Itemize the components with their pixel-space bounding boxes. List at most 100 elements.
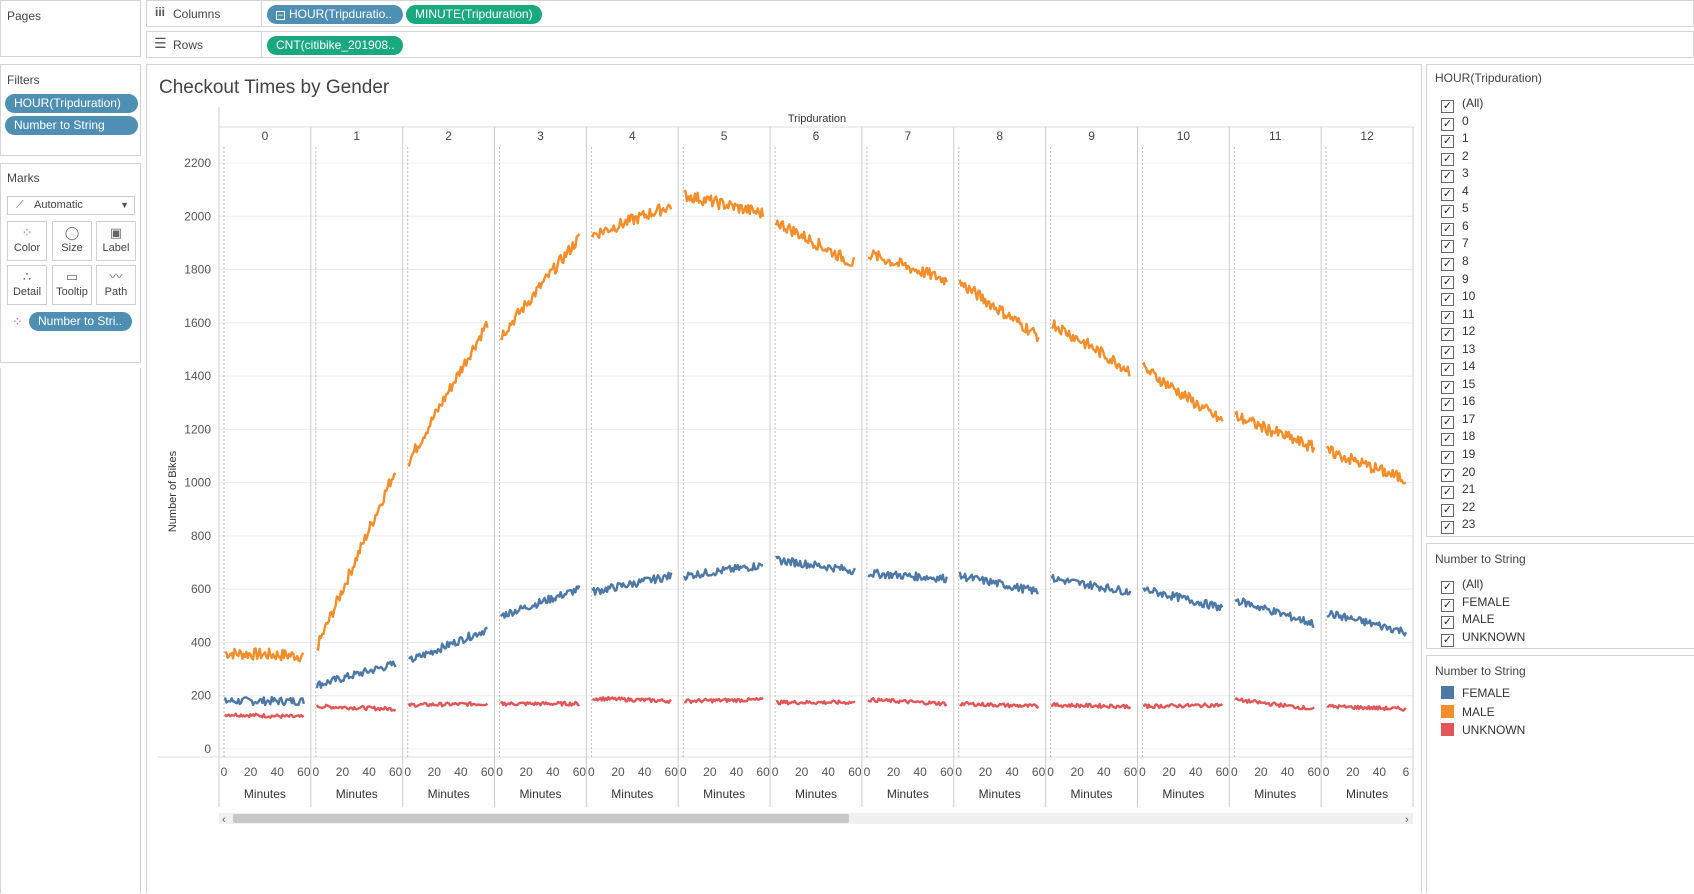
- hour-filter-option[interactable]: ✓ 12: [1441, 322, 1476, 342]
- hour-filter-option[interactable]: ✓ 4: [1441, 182, 1469, 201]
- checkbox-icon[interactable]: ✓: [1441, 468, 1454, 482]
- label-button[interactable]: ▣ Label: [96, 221, 136, 261]
- checkbox-icon[interactable]: ✓: [1441, 205, 1454, 219]
- y-tick-label: 800: [191, 529, 211, 543]
- pages-shelf[interactable]: Pages: [0, 0, 141, 57]
- panel-header-label: 4: [629, 129, 636, 143]
- hour-filter-option[interactable]: ✓ 18: [1441, 427, 1475, 447]
- y-tick-label: 400: [191, 635, 211, 649]
- minute-column-pill[interactable]: MINUTE(Tripduration): [406, 5, 542, 24]
- hour-filter-option-label: 6: [1462, 218, 1469, 233]
- checkbox-icon[interactable]: ✓: [1441, 117, 1454, 131]
- hour-filter-option[interactable]: ✓ 21: [1441, 480, 1475, 500]
- minute-tick-label: 40: [1189, 765, 1203, 779]
- checkbox-icon[interactable]: ✓: [1441, 152, 1454, 166]
- checkbox-icon[interactable]: ✓: [1441, 222, 1454, 236]
- hour-filter-option[interactable]: ✓ 11: [1441, 305, 1474, 324]
- hour-filter-option[interactable]: ✓ (All): [1441, 94, 1483, 113]
- checkbox-icon[interactable]: ✓: [1441, 293, 1454, 307]
- hour-filter-option[interactable]: ✓ 15: [1441, 375, 1475, 394]
- hour-column-pill[interactable]: − HOUR(Tripduratio..: [267, 5, 403, 24]
- series-line-female: [499, 584, 581, 619]
- hour-filter-option[interactable]: ✓ 6: [1441, 217, 1469, 236]
- path-button[interactable]: 〰 Path: [96, 265, 136, 305]
- gender-filter-option[interactable]: ✓ FEMALE: [1441, 593, 1510, 612]
- scrollbar-thumb[interactable]: [233, 814, 849, 823]
- checkbox-icon[interactable]: ✓: [1441, 345, 1454, 359]
- filter-pill-hour[interactable]: HOUR(Tripduration): [5, 94, 138, 113]
- hour-filter-option[interactable]: ✓ 7: [1441, 234, 1469, 254]
- series-line-female: [1050, 573, 1132, 596]
- checkbox-icon[interactable]: ✓: [1441, 433, 1454, 447]
- collapse-icon[interactable]: −: [276, 10, 285, 20]
- size-button[interactable]: ◯ Size: [52, 221, 92, 261]
- checkbox-icon[interactable]: ✓: [1441, 451, 1454, 464]
- checkbox-icon[interactable]: ✓: [1441, 363, 1454, 377]
- rows-shelf[interactable]: ☰ Rows CNT(citibike_201908..: [146, 31, 1694, 58]
- checkbox-icon[interactable]: ✓: [1441, 275, 1454, 289]
- checkbox-icon[interactable]: ✓: [1441, 521, 1454, 535]
- series-line-female: [1234, 597, 1315, 628]
- hour-filter-option[interactable]: ✓ 19: [1441, 445, 1475, 464]
- hour-filter-option[interactable]: ✓ 8: [1441, 252, 1469, 271]
- marks-title: Marks: [7, 171, 40, 185]
- hour-filter-option[interactable]: ✓ 10: [1441, 287, 1475, 307]
- series-line-female: [408, 626, 488, 663]
- gender-filter-option[interactable]: ✓ (All): [1441, 575, 1483, 594]
- checkbox-icon[interactable]: ✓: [1441, 616, 1454, 630]
- hour-filter-option[interactable]: ✓ 5: [1441, 199, 1469, 219]
- checkbox-icon[interactable]: ✓: [1441, 598, 1454, 612]
- pages-label: Pages: [7, 9, 42, 23]
- mark-type-dropdown[interactable]: ⟋ Automatic ▼: [7, 196, 135, 215]
- legend-item[interactable]: FEMALE: [1441, 684, 1510, 702]
- rows-pill[interactable]: CNT(citibike_201908..: [267, 36, 403, 55]
- checkbox-icon[interactable]: ✓: [1441, 398, 1454, 412]
- tooltip-button[interactable]: ▭ Tooltip: [52, 265, 92, 305]
- hour-filter-option[interactable]: ✓ 3: [1441, 164, 1469, 184]
- gender-filter-option[interactable]: ✓ MALE: [1441, 610, 1495, 630]
- checkbox-icon[interactable]: ✓: [1441, 633, 1454, 647]
- hour-filter-title: HOUR(Tripduration): [1435, 71, 1542, 85]
- hour-filter-option[interactable]: ✓ 23: [1441, 515, 1475, 535]
- hour-filter-option-label: 5: [1462, 201, 1469, 216]
- hour-filter-option[interactable]: ✓ 17: [1441, 410, 1475, 429]
- checkbox-icon[interactable]: ✓: [1441, 170, 1454, 184]
- checkbox-icon[interactable]: ✓: [1441, 503, 1454, 517]
- hour-filter-option[interactable]: ✓ 2: [1441, 147, 1469, 166]
- scroll-right-icon[interactable]: ›: [1405, 814, 1409, 826]
- detail-button[interactable]: ∴ Detail: [7, 265, 47, 305]
- hour-filter-option[interactable]: ✓ 1: [1441, 129, 1469, 149]
- checkbox-icon[interactable]: ✓: [1441, 380, 1454, 394]
- hour-filter-option[interactable]: ✓ 13: [1441, 340, 1475, 359]
- filter-pill-gender[interactable]: Number to String: [5, 116, 138, 135]
- columns-shelf[interactable]: iii Columns − HOUR(Tripduratio.. MINUTE(T…: [146, 0, 1694, 27]
- color-encoding-pill[interactable]: Number to Stri..: [29, 312, 132, 331]
- legend-item[interactable]: MALE: [1441, 703, 1495, 721]
- gender-filter-option[interactable]: ✓ UNKNOWN: [1441, 628, 1525, 647]
- checkbox-icon[interactable]: ✓: [1441, 100, 1454, 113]
- checkbox-icon[interactable]: ✓: [1441, 187, 1454, 201]
- checkbox-icon[interactable]: ✓: [1441, 135, 1454, 149]
- minute-tick-label: 20: [703, 765, 717, 779]
- checkbox-icon[interactable]: ✓: [1441, 486, 1454, 500]
- checkbox-icon[interactable]: ✓: [1441, 257, 1454, 271]
- checkbox-icon[interactable]: ✓: [1441, 328, 1454, 342]
- checkbox-icon[interactable]: ✓: [1441, 415, 1454, 429]
- scroll-left-icon[interactable]: ‹: [222, 814, 226, 826]
- hour-filter-option[interactable]: ✓ 14: [1441, 357, 1475, 377]
- legend-item[interactable]: UNKNOWN: [1441, 721, 1525, 739]
- gender-filter-option-label: MALE: [1462, 612, 1495, 627]
- color-button[interactable]: ⁘ Color: [7, 221, 47, 261]
- panel-header-label: 6: [813, 129, 820, 143]
- hour-filter-option[interactable]: ✓ 0: [1441, 112, 1469, 131]
- hour-filter-option-label: 16: [1462, 394, 1476, 409]
- minute-column-pill-label: MINUTE(Tripduration): [415, 7, 533, 21]
- checkbox-icon[interactable]: ✓: [1441, 310, 1454, 324]
- hour-filter-option[interactable]: ✓ 20: [1441, 463, 1475, 482]
- checkbox-icon[interactable]: ✓: [1441, 240, 1454, 254]
- hour-filter-option-label: 12: [1462, 324, 1476, 339]
- hour-filter-option[interactable]: ✓ 16: [1441, 392, 1476, 412]
- hour-filter-option[interactable]: ✓ 9: [1441, 270, 1469, 289]
- hour-filter-option[interactable]: ✓ 22: [1441, 498, 1475, 517]
- checkbox-icon[interactable]: ✓: [1441, 581, 1454, 594]
